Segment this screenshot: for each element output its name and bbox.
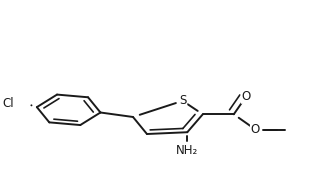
- Text: O: O: [242, 90, 251, 103]
- Text: S: S: [179, 94, 186, 107]
- Text: Cl: Cl: [2, 97, 14, 110]
- Text: NH₂: NH₂: [176, 144, 198, 157]
- Text: O: O: [251, 123, 260, 136]
